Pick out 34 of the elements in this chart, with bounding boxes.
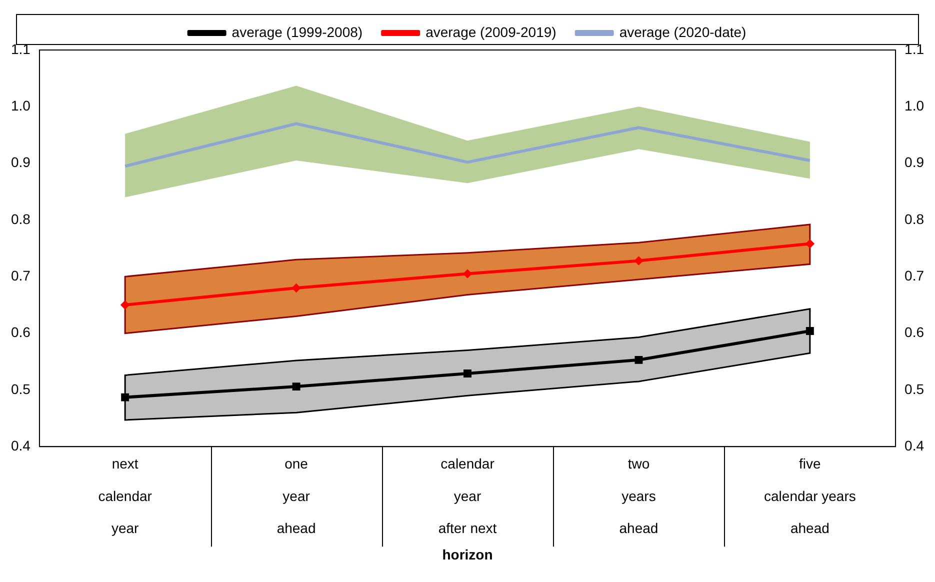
y2-tick-label: 0.4 (904, 437, 924, 454)
y2-tick-label: 0.5 (904, 380, 924, 397)
x-tick-label: next calendar year (98, 456, 152, 536)
y-tick-label: 1.1 (10, 40, 31, 57)
point (292, 382, 300, 391)
x-tick-label: one year ahead (276, 456, 316, 536)
y2-tick-label: 0.9 (904, 154, 924, 170)
y2-tick-label: 1.0 (904, 98, 924, 114)
point (806, 240, 814, 248)
y-tick-label: 0.5 (10, 380, 31, 397)
x-tick-label: five calendar years ahead (764, 456, 856, 536)
point (121, 393, 130, 402)
legend-label: average (2009-2019) (426, 24, 556, 40)
y2-tick-label: 1.1 (904, 40, 924, 57)
point (464, 270, 472, 278)
point (121, 300, 130, 309)
y2-tick-label: 0.7 (904, 267, 924, 284)
x-tick-label: two years ahead (619, 456, 658, 536)
legend-label: average (1999-2008) (232, 24, 363, 40)
point (634, 356, 643, 364)
x-axis-title: horizon (442, 546, 493, 562)
y2-tick-label: 0.8 (904, 210, 924, 227)
y2-tick-label: 0.6 (904, 324, 924, 340)
y-tick-label: 0.4 (10, 437, 31, 454)
y-tick-label: 0.8 (10, 210, 31, 227)
y-tick-label: 1.0 (10, 98, 31, 114)
point (806, 327, 814, 335)
point (292, 284, 300, 292)
y-tick-label: 0.9 (10, 154, 31, 170)
point (634, 256, 643, 265)
point (464, 370, 472, 378)
y-tick-label: 0.7 (10, 267, 31, 284)
legend-label: average (2020-date) (619, 24, 746, 40)
y-tick-label: 0.6 (10, 324, 31, 340)
